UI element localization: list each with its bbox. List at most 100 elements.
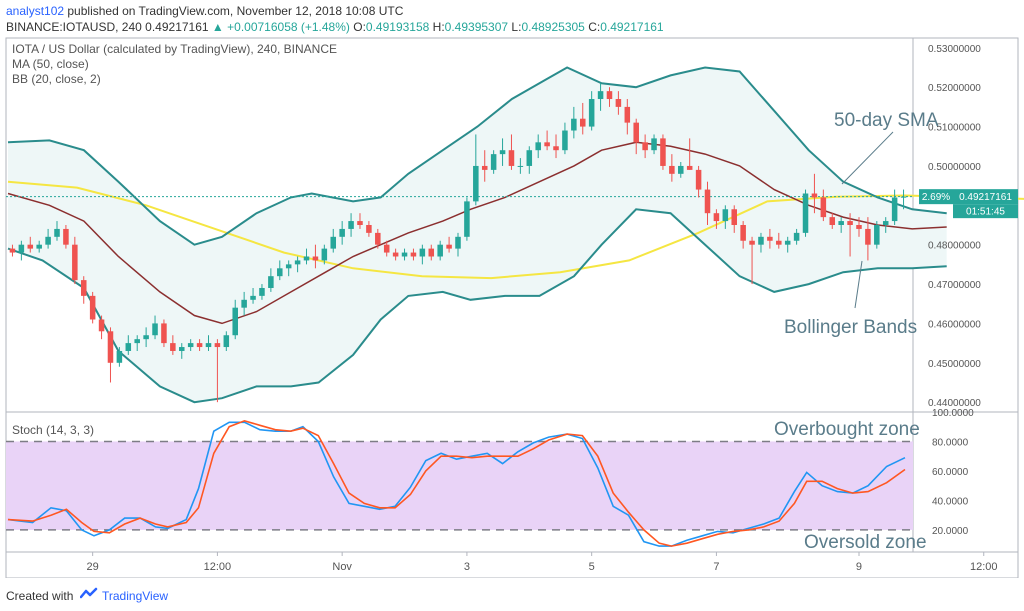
- candle-body: [116, 350, 123, 363]
- bb-upper-line: [7, 66, 947, 246]
- stoch-lines: [7, 419, 906, 547]
- high-value: 0.49395307: [444, 20, 509, 34]
- candle-body: [455, 236, 461, 249]
- candle-body: [410, 252, 417, 257]
- chart-svg[interactable]: 0.53000000 0.52000000 0.51000000 0.50000000…: [0, 36, 1024, 579]
- candle-body: [758, 236, 764, 245]
- last-price-tag: [953, 189, 1018, 205]
- chart-frame[interactable]: 0.53000000 0.52000000 0.51000000 0.50000000…: [0, 36, 1024, 579]
- candle-body: [223, 335, 230, 348]
- stoch-tick-label: 40.0000: [932, 496, 969, 507]
- candle-body: [437, 244, 443, 257]
- candle-body: [499, 150, 506, 155]
- time-tick-label: 9: [856, 561, 862, 573]
- candle-body: [80, 280, 87, 296]
- open-value: 0.49193158: [365, 20, 430, 34]
- candle-body: [161, 323, 167, 344]
- symbol-info: BINANCE:IOTAUSD, 240 0.49217161 ▲ +0.007…: [6, 20, 664, 34]
- overbought-annotation: Overbought zone: [774, 419, 920, 440]
- candle-body: [107, 331, 114, 363]
- candle-body: [553, 146, 559, 151]
- candle-body: [731, 209, 737, 225]
- ma-legend: MA (50, close): [12, 57, 89, 71]
- close-value: 0.49217161: [600, 20, 664, 34]
- candle-body: [366, 225, 372, 233]
- candle-body: [695, 169, 702, 190]
- time-tick-label: 3: [464, 561, 470, 573]
- candle-body: [214, 343, 221, 348]
- candle-body: [134, 339, 140, 344]
- pct-tag: [919, 189, 953, 205]
- candle-body: [401, 252, 408, 257]
- candle-body: [348, 221, 354, 229]
- price-tick-label: 0.53000000: [928, 44, 981, 55]
- candle-body: [170, 343, 176, 351]
- candle-body: [375, 232, 381, 245]
- candle-body: [232, 307, 238, 336]
- candle-body: [473, 165, 479, 202]
- author-link[interactable]: analyst102: [6, 4, 65, 18]
- price-tick-label: 0.50000000: [928, 162, 981, 173]
- candle-body: [678, 165, 684, 174]
- time-tick-label: Nov: [332, 561, 352, 573]
- price-change: ▲ +0.00716058 (+1.48%): [211, 20, 350, 34]
- candle-body: [18, 244, 25, 253]
- candle-body: [847, 221, 853, 225]
- price-tick-label: 0.45000000: [928, 359, 981, 370]
- close-label: C:: [588, 20, 601, 34]
- candles: [9, 83, 907, 403]
- candle-body: [143, 335, 149, 340]
- bb-lower-line: [7, 208, 947, 404]
- candle-body: [544, 142, 550, 147]
- price-tag: 2.69% 0.49217161 01:51:45: [919, 189, 1018, 219]
- candle-body: [330, 236, 337, 249]
- candle-body: [45, 236, 51, 245]
- candle-body: [767, 236, 773, 241]
- candle-body: [339, 228, 345, 237]
- candle-body: [882, 221, 889, 225]
- candle-body: [900, 196, 907, 198]
- candle-body: [357, 221, 363, 225]
- time-tick-label: 5: [589, 561, 595, 573]
- open-label: O:: [353, 20, 366, 34]
- candle-body: [187, 343, 194, 348]
- candle-body: [250, 295, 256, 300]
- candle-body: [72, 244, 78, 281]
- candle-body: [268, 276, 274, 288]
- footer: Created with TradingView: [0, 582, 1024, 611]
- price-tick-label: 0.51000000: [928, 123, 981, 134]
- candle-body: [196, 343, 203, 348]
- price-tick-label: 0.46000000: [928, 319, 981, 330]
- candle-body: [713, 213, 720, 222]
- candle-body: [856, 225, 862, 229]
- bb-fill-group: [8, 67, 947, 403]
- candle-body: [205, 343, 212, 348]
- candle-body: [392, 252, 399, 257]
- price-axis-ticks: 0.53000000 0.52000000 0.51000000 0.50000000…: [928, 44, 981, 409]
- price-tick-label: 0.52000000: [928, 83, 981, 94]
- low-value: 0.48925305: [521, 20, 585, 34]
- candle-body: [722, 209, 729, 222]
- candle-body: [89, 295, 96, 320]
- chart-header: analyst102 published on TradingView.com,…: [0, 0, 1024, 36]
- candle-body: [820, 197, 827, 218]
- stoch-zone: [6, 441, 913, 530]
- candle-body: [535, 142, 541, 151]
- stoch-k-line: [7, 421, 906, 547]
- candle-body: [517, 165, 524, 167]
- candle-body: [776, 240, 782, 245]
- candle-body: [54, 228, 60, 237]
- candle-body: [633, 122, 639, 143]
- sma-annotation: 50-day SMA: [834, 110, 939, 131]
- candle-body: [125, 343, 132, 351]
- tradingview-brand-link[interactable]: TradingView: [102, 589, 169, 603]
- candle-body: [865, 228, 871, 245]
- time-tick-label: 12:00: [970, 561, 998, 573]
- candle-body: [383, 244, 390, 253]
- symbol-label: BINANCE:IOTAUSD, 240: [6, 20, 142, 34]
- candle-body: [704, 189, 711, 214]
- stoch-axis-ticks: 100.0000 80.0000 60.0000 40.0000 20.0000: [932, 408, 974, 537]
- stoch-legend: Stoch (14, 3, 3): [12, 423, 94, 437]
- last-price-text: 0.49217161: [959, 192, 1012, 203]
- sma-arrow: [841, 131, 894, 185]
